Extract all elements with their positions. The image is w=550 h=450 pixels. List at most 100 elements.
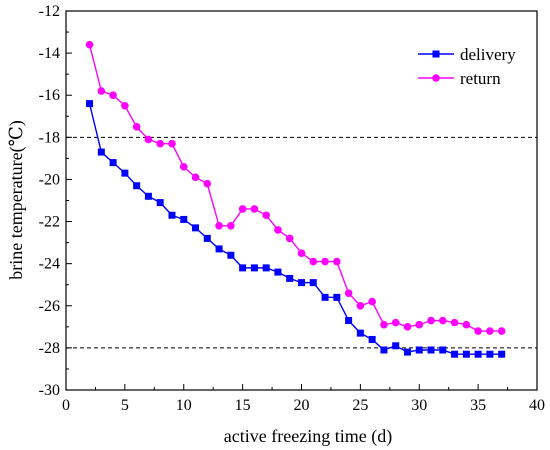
plot-frame [65, 10, 538, 391]
data-point-return [380, 320, 388, 329]
x-axis-label: active freezing time (d) [224, 426, 392, 447]
data-point-delivery [474, 350, 482, 358]
data-point-return [297, 249, 306, 257]
data-point-delivery [427, 346, 435, 354]
series-return [85, 40, 506, 335]
data-point-return [215, 221, 223, 230]
data-point-return [309, 257, 318, 266]
data-point-delivery [156, 199, 164, 207]
data-point-return [274, 226, 282, 234]
data-point-delivery [321, 293, 329, 301]
data-point-delivery [215, 245, 223, 253]
data-point-delivery [133, 182, 141, 190]
data-point-return [450, 318, 459, 327]
data-point-delivery [415, 346, 423, 354]
x-axis: 0 5 10 15 20 25 30 35 40 [62, 384, 545, 414]
data-point-return [191, 173, 200, 182]
data-point-delivery [345, 317, 353, 325]
data-point-delivery [262, 264, 270, 272]
y-tick-label: -22 [39, 214, 60, 231]
legend-label: delivery [460, 45, 516, 64]
x-tick-label: 20 [294, 397, 310, 414]
y-tick-label: -28 [39, 340, 60, 357]
legend-swatch-marker [432, 74, 440, 82]
data-point-delivery [180, 215, 188, 223]
data-point-delivery [451, 350, 459, 358]
x-tick-label: 30 [411, 397, 427, 414]
data-point-delivery [192, 224, 200, 232]
data-point-return [203, 179, 212, 188]
data-point-delivery [439, 346, 447, 354]
data-point-delivery [250, 264, 258, 272]
data-point-return [97, 87, 106, 95]
data-point-return [333, 257, 341, 266]
y-axis: -30 -28 -26 -24 -22 -20 -18 -16 -14 -12 [39, 3, 72, 399]
data-point-return [368, 297, 376, 306]
data-point-delivery [144, 192, 152, 200]
y-tick-label: -30 [39, 382, 60, 399]
data-point-return [179, 163, 188, 171]
data-point-return [391, 318, 400, 327]
data-point-return [497, 327, 506, 335]
legend-item-delivery: delivery [418, 45, 516, 64]
x-tick-label: 40 [529, 397, 545, 414]
data-point-return [121, 101, 129, 110]
data-point-return [486, 327, 494, 335]
series-layer [85, 40, 506, 358]
data-point-delivery [203, 234, 211, 242]
data-point-return [109, 91, 117, 100]
data-point-delivery [121, 169, 129, 177]
data-point-delivery [239, 264, 247, 272]
data-point-delivery [356, 329, 364, 337]
legend-item-return: return [418, 69, 501, 88]
series-line-return [88, 44, 502, 332]
reference-lines [66, 136, 537, 349]
y-tick-label: -20 [39, 171, 60, 188]
data-point-delivery [286, 274, 294, 282]
data-point-return [250, 205, 259, 213]
x-tick-label: 10 [176, 397, 192, 414]
legend-swatch-marker [432, 50, 440, 58]
data-point-delivery [403, 348, 411, 356]
y-axis-label: brine temperature(℃) [6, 120, 27, 280]
data-point-return [262, 211, 270, 220]
y-tick-label: -18 [39, 129, 60, 146]
data-point-delivery [227, 251, 235, 259]
data-point-delivery [309, 279, 317, 287]
x-tick-label: 0 [62, 397, 70, 414]
data-point-delivery [486, 350, 494, 358]
legend: delivery return [418, 45, 516, 88]
y-tick-label: -26 [39, 298, 60, 315]
y-tick-label: -12 [39, 3, 60, 20]
data-point-delivery [86, 100, 94, 108]
data-point-return [238, 205, 247, 213]
data-point-return [462, 320, 471, 329]
y-tick-label: -14 [39, 45, 60, 62]
data-point-return [439, 316, 447, 325]
x-tick-label: 35 [470, 397, 486, 414]
series-delivery [86, 100, 506, 358]
data-point-return [415, 320, 424, 329]
data-point-return [85, 40, 94, 49]
y-tick-label: -24 [39, 256, 60, 273]
data-point-return [156, 139, 164, 148]
data-point-delivery [109, 159, 117, 167]
legend-label: return [460, 69, 501, 88]
data-point-delivery [380, 346, 388, 354]
data-point-return [356, 301, 365, 310]
data-point-delivery [368, 335, 376, 343]
x-tick-label: 15 [235, 397, 251, 414]
data-point-delivery [333, 293, 341, 301]
x-tick-label: 25 [352, 397, 368, 414]
data-point-delivery [168, 211, 176, 219]
data-point-return [227, 221, 235, 230]
data-point-return [144, 135, 153, 144]
data-point-return [344, 289, 353, 297]
y-tick-label: -16 [39, 87, 60, 104]
data-point-delivery [392, 342, 400, 350]
data-point-delivery [97, 148, 105, 156]
data-point-return [474, 327, 482, 335]
data-point-return [132, 123, 141, 131]
data-point-return [285, 234, 294, 243]
